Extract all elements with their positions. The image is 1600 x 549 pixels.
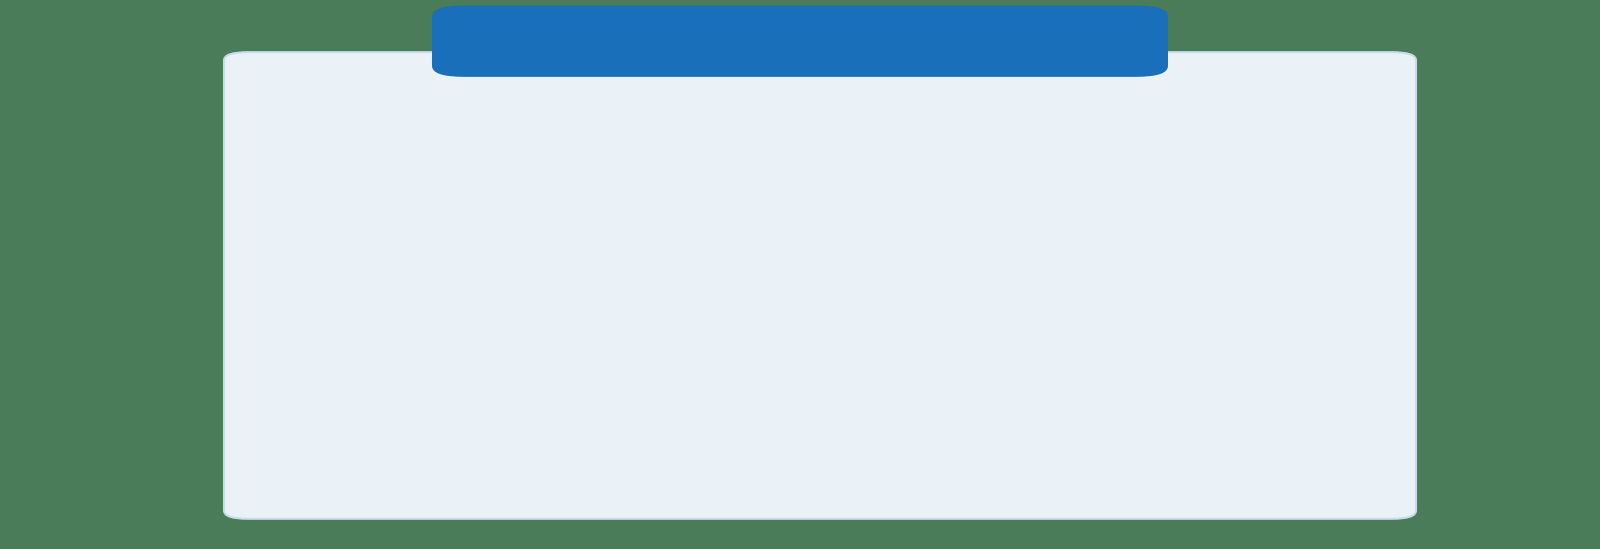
Point [950,249,976,258]
Text: 20 mA: 20 mA [325,205,378,223]
Text: LRL: LRL [515,469,546,487]
Text: LRV: LRV [638,469,670,487]
Text: 4 mA: 4 mA [334,363,378,381]
Text: URL: URL [1157,469,1190,487]
Point [642,368,667,377]
Bar [654,155,1066,412]
Point [744,328,770,337]
Text: Pressure: Pressure [1288,411,1371,428]
Point [795,309,821,317]
Bar [1066,155,1173,412]
Text: Calibrated
span: Calibrated span [890,298,995,336]
Point [693,348,718,357]
Bar [531,155,654,412]
Point [1053,210,1078,219]
Text: Signal output current: Signal output current [317,97,518,114]
Point [848,289,874,298]
Point [1002,229,1027,238]
Text: URV: URV [1048,469,1083,487]
Text: PRESSURE TRANSMITTER CALIBRATED SPAN: PRESSURE TRANSMITTER CALIBRATED SPAN [542,31,1058,51]
Bar [654,155,1066,186]
Point [899,269,925,278]
